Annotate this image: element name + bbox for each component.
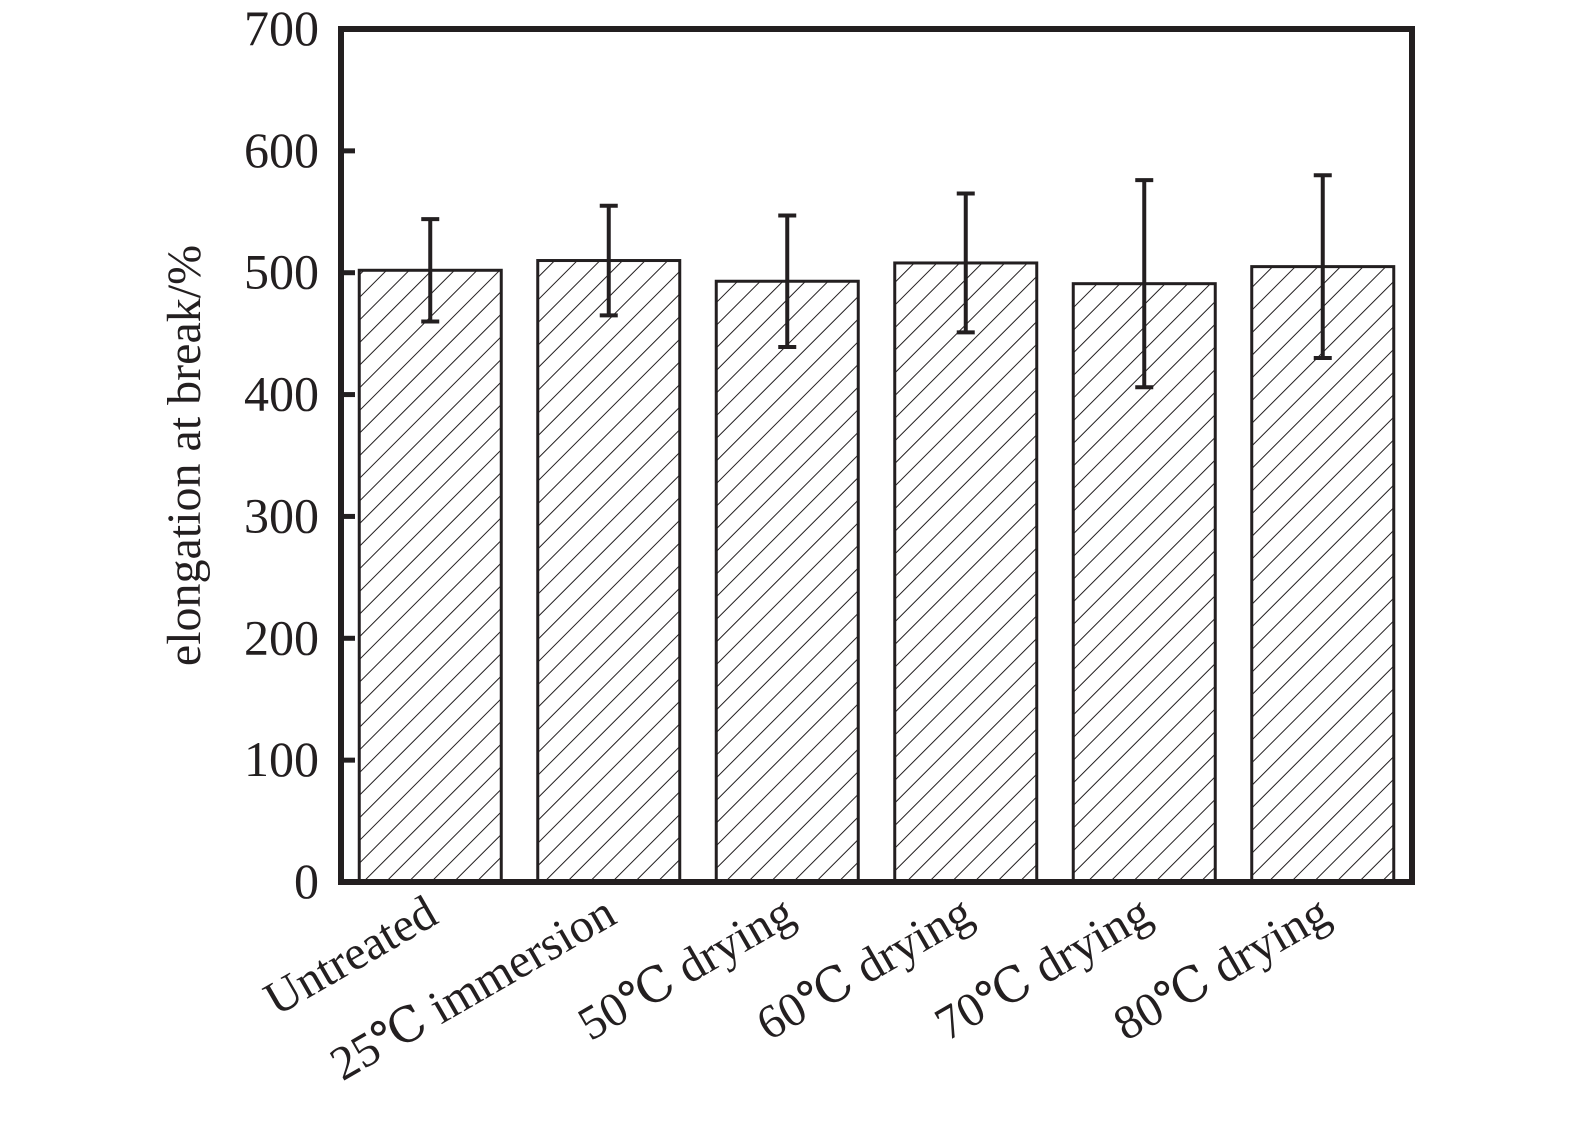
- error-bar-4: [956, 191, 975, 335]
- bar-6: [1250, 265, 1396, 884]
- bar-3: [714, 279, 860, 884]
- bar-1: [357, 268, 503, 884]
- error-bars-layer: [421, 173, 1332, 390]
- y-tick-label-700: 700: [244, 0, 319, 56]
- error-bar-2: [599, 203, 618, 318]
- error-bar-6: [1313, 173, 1332, 361]
- error-bar-1: [421, 217, 440, 324]
- error-bar-5: [1135, 178, 1154, 390]
- y-tick-label-300: 300: [244, 487, 319, 543]
- y-tick-label-200: 200: [244, 609, 319, 665]
- y-axis-title: elongation at break/%: [158, 245, 211, 666]
- bar-2: [536, 259, 682, 884]
- bars-layer: [357, 259, 1396, 884]
- y-axis: 0 100 200 300 400 500 600 700: [244, 0, 355, 909]
- plot-frame: [338, 26, 1415, 885]
- y-tick-label-100: 100: [244, 731, 319, 787]
- y-tick-label-400: 400: [244, 366, 319, 422]
- y-tick-label-600: 600: [244, 122, 319, 178]
- bar-4: [893, 261, 1039, 884]
- y-tick-label-0: 0: [294, 853, 319, 909]
- y-tick-label-500: 500: [244, 244, 319, 300]
- error-bar-3: [778, 213, 797, 350]
